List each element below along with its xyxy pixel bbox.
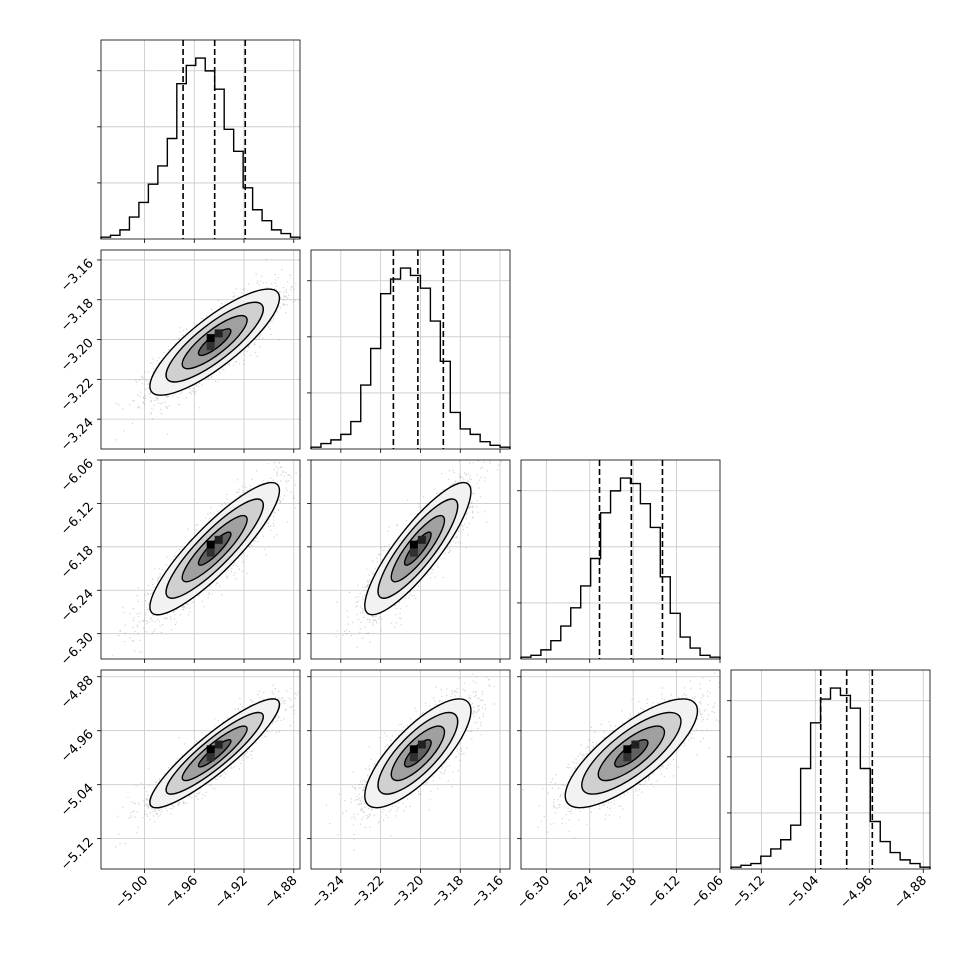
histogram-panel-0 (97, 39, 301, 243)
x-tick-label: −4.96 (837, 873, 876, 912)
scatter-panel-2-1 (307, 459, 511, 663)
axes-frame (100, 39, 301, 240)
y-tick-label: −5.04 (58, 781, 97, 820)
x-tick-label: −3.22 (349, 873, 388, 912)
panel-content (115, 259, 297, 441)
density-peak (206, 334, 215, 343)
scatter-panel-3-0: −5.00 −4.96 −4.92 −4.88 −5.12 −5.04 −4.96 −4.88 (58, 669, 301, 912)
histogram-panel-1 (307, 249, 511, 453)
y-tick-label: −3.22 (58, 376, 97, 415)
x-tick-label: −4.88 (891, 873, 930, 912)
density-peak (214, 329, 223, 338)
x-tick-label: −3.20 (388, 873, 427, 912)
y-tick-label: −5.12 (58, 835, 97, 874)
scatter-panel-2-0: −6.30 −6.24 −6.18 −6.12 −6.06 (58, 456, 301, 669)
y-tick-label: −6.24 (58, 586, 97, 625)
y-tick-label: −3.18 (58, 296, 97, 335)
x-tick-label: −4.88 (262, 873, 301, 912)
density-peak (206, 753, 215, 762)
axes-frame (310, 459, 511, 660)
histogram-series (520, 477, 721, 659)
axes-frame (100, 459, 301, 660)
density-peak (409, 753, 418, 762)
histogram-series (730, 687, 931, 869)
density-peak (409, 540, 418, 549)
x-tick-label: −5.00 (113, 873, 152, 912)
x-tick-label: −6.18 (601, 873, 640, 912)
density-peak (214, 535, 223, 544)
density-peak (206, 540, 215, 549)
y-tick-label: −6.12 (58, 500, 97, 539)
axes-frame (100, 249, 301, 450)
density-peak (417, 535, 426, 544)
y-tick-label: −3.16 (58, 256, 97, 295)
y-tick-label: −4.96 (58, 727, 97, 766)
y-tick-label: −6.18 (58, 543, 97, 582)
panel-content (325, 673, 496, 851)
panel-content (522, 672, 720, 839)
density-peak (214, 740, 223, 749)
panel-content (111, 461, 297, 659)
density-peak (409, 548, 418, 557)
density-peak (417, 740, 426, 749)
density-peak (631, 740, 640, 749)
histogram-series (310, 267, 511, 449)
density-peak (206, 745, 215, 754)
density-peak (623, 753, 632, 762)
density-peak (623, 745, 632, 754)
y-tick-label: −6.30 (58, 630, 97, 669)
x-tick-label: −6.12 (645, 873, 684, 912)
axes-frame (520, 669, 721, 870)
x-tick-label: −6.06 (688, 873, 727, 912)
axes-frame (520, 459, 721, 660)
x-tick-label: −3.24 (309, 873, 348, 912)
density-peak (409, 745, 418, 754)
x-tick-label: −6.24 (558, 873, 597, 912)
x-tick-label: −3.18 (428, 873, 467, 912)
scatter-panel-3-2: −6.30 −6.24 −6.18 −6.12 −6.06 (514, 669, 727, 912)
y-tick-label: −3.24 (58, 415, 97, 454)
x-tick-label: −4.96 (162, 873, 201, 912)
density-peak (206, 342, 215, 351)
x-tick-label: −5.04 (783, 873, 822, 912)
x-tick-label: −6.30 (514, 873, 553, 912)
axes-frame (730, 669, 931, 870)
axes-frame (100, 669, 301, 870)
x-tick-label: −4.92 (212, 873, 251, 912)
histogram-panel-3: −5.12 −5.04 −4.96 −4.88 (727, 669, 931, 912)
y-tick-label: −4.88 (58, 673, 97, 712)
x-tick-label: −5.12 (729, 873, 768, 912)
histogram-panel-2 (517, 459, 721, 663)
scatter-panel-3-1: −3.24 −3.22 −3.20 −3.18 −3.16 (307, 669, 511, 912)
axes-frame (310, 249, 511, 450)
density-peak (206, 548, 215, 557)
y-tick-label: −6.06 (58, 456, 97, 495)
x-tick-label: −3.16 (468, 873, 507, 912)
panel-content (335, 460, 503, 648)
y-tick-label: −3.20 (58, 336, 97, 375)
axes-frame (310, 669, 511, 870)
scatter-panel-1-0: −3.24−3.22−3.20−3.18−3.16 (58, 249, 301, 454)
histogram-series (100, 57, 301, 239)
panel-content (115, 684, 299, 848)
